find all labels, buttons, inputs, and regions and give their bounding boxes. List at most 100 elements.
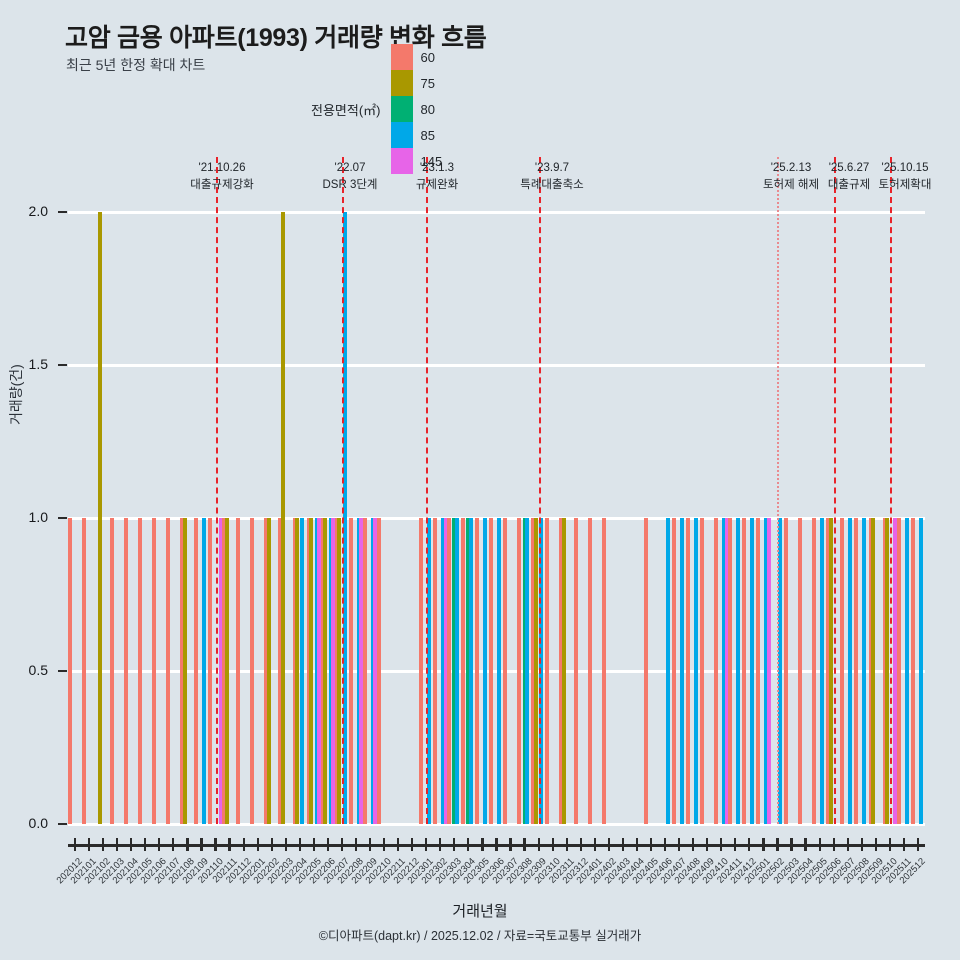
bar[interactable] [443,518,448,824]
bar[interactable] [475,518,480,824]
bar[interactable] [123,518,128,824]
bar[interactable] [693,518,698,824]
bar[interactable] [292,518,297,824]
bar[interactable] [764,518,769,824]
bar[interactable] [376,518,381,824]
bar[interactable] [871,518,876,824]
bar[interactable] [426,518,431,824]
bar[interactable] [323,518,328,824]
bar[interactable] [885,518,890,824]
bar[interactable] [525,518,530,824]
bar[interactable] [166,518,171,824]
bar[interactable] [503,518,508,824]
bar[interactable] [236,518,241,824]
bar[interactable] [373,518,378,824]
bar[interactable] [306,518,311,824]
bar[interactable] [868,518,873,824]
bar[interactable] [862,518,867,824]
bar[interactable] [724,518,729,824]
legend-item-75[interactable]: 75 [390,70,451,96]
bar[interactable] [522,518,527,824]
bar[interactable] [517,518,522,824]
bar[interactable] [356,518,361,824]
bar[interactable] [559,518,564,824]
bar[interactable] [497,518,502,824]
bar[interactable] [224,518,229,824]
legend-item-60[interactable]: 60 [390,44,451,70]
bar[interactable] [756,518,761,824]
bar[interactable] [180,518,185,824]
bar[interactable] [601,518,606,824]
bar[interactable] [137,518,142,824]
bar[interactable] [766,518,771,824]
bar[interactable] [840,518,845,824]
bar[interactable] [918,518,923,824]
bar[interactable] [539,518,544,824]
bar[interactable] [81,518,86,824]
bar[interactable] [98,212,103,824]
bar[interactable] [587,518,592,824]
bar[interactable] [264,518,269,824]
bar[interactable] [440,518,445,824]
bar[interactable] [433,518,438,824]
bar[interactable] [182,518,187,824]
bar[interactable] [742,518,747,824]
bar[interactable] [418,518,423,824]
bar[interactable] [778,518,783,824]
bar[interactable] [222,518,227,824]
bar[interactable] [67,518,72,824]
bar[interactable] [466,518,471,824]
bar[interactable] [826,518,831,824]
bar[interactable] [643,518,648,824]
bar[interactable] [545,518,550,824]
bar[interactable] [342,212,347,824]
bar[interactable] [194,518,199,824]
bar[interactable] [573,518,578,824]
bar[interactable] [152,518,157,824]
bar[interactable] [882,518,887,824]
bar[interactable] [309,518,314,824]
bar[interactable] [483,518,488,824]
bar[interactable] [848,518,853,824]
bar[interactable] [278,518,283,824]
bar[interactable] [534,518,538,824]
bar[interactable] [218,518,223,824]
bar[interactable] [531,518,536,824]
bar[interactable] [699,518,704,824]
bar[interactable] [370,518,375,824]
bar[interactable] [295,518,300,824]
bar[interactable] [267,518,272,824]
bar[interactable] [665,518,670,824]
bar[interactable] [721,518,726,824]
bar[interactable] [679,518,684,824]
bar[interactable] [812,518,817,824]
bar[interactable] [328,518,333,824]
bar[interactable] [685,518,690,824]
bar[interactable] [202,518,207,824]
bar[interactable] [671,518,676,824]
bar[interactable] [893,518,898,824]
bar[interactable] [452,518,457,824]
bar[interactable] [829,518,834,824]
bar[interactable] [359,518,364,824]
bar[interactable] [317,518,322,824]
bar[interactable] [331,518,336,824]
bar[interactable] [109,518,114,824]
bar[interactable] [454,518,459,824]
legend-item-145[interactable]: 145 [390,148,451,174]
bar[interactable] [750,518,755,824]
bar[interactable] [334,518,339,824]
bar[interactable] [300,518,305,824]
bar[interactable] [461,518,466,824]
bar[interactable] [348,518,353,824]
bar[interactable] [562,518,567,824]
bar[interactable] [798,518,803,824]
bar[interactable] [904,518,909,824]
legend-item-80[interactable]: 80 [390,96,451,122]
bar[interactable] [896,518,901,824]
bar[interactable] [208,518,213,824]
bar[interactable] [320,518,325,824]
legend-item-85[interactable]: 85 [390,122,451,148]
bar[interactable] [314,518,319,824]
bar[interactable] [735,518,740,824]
